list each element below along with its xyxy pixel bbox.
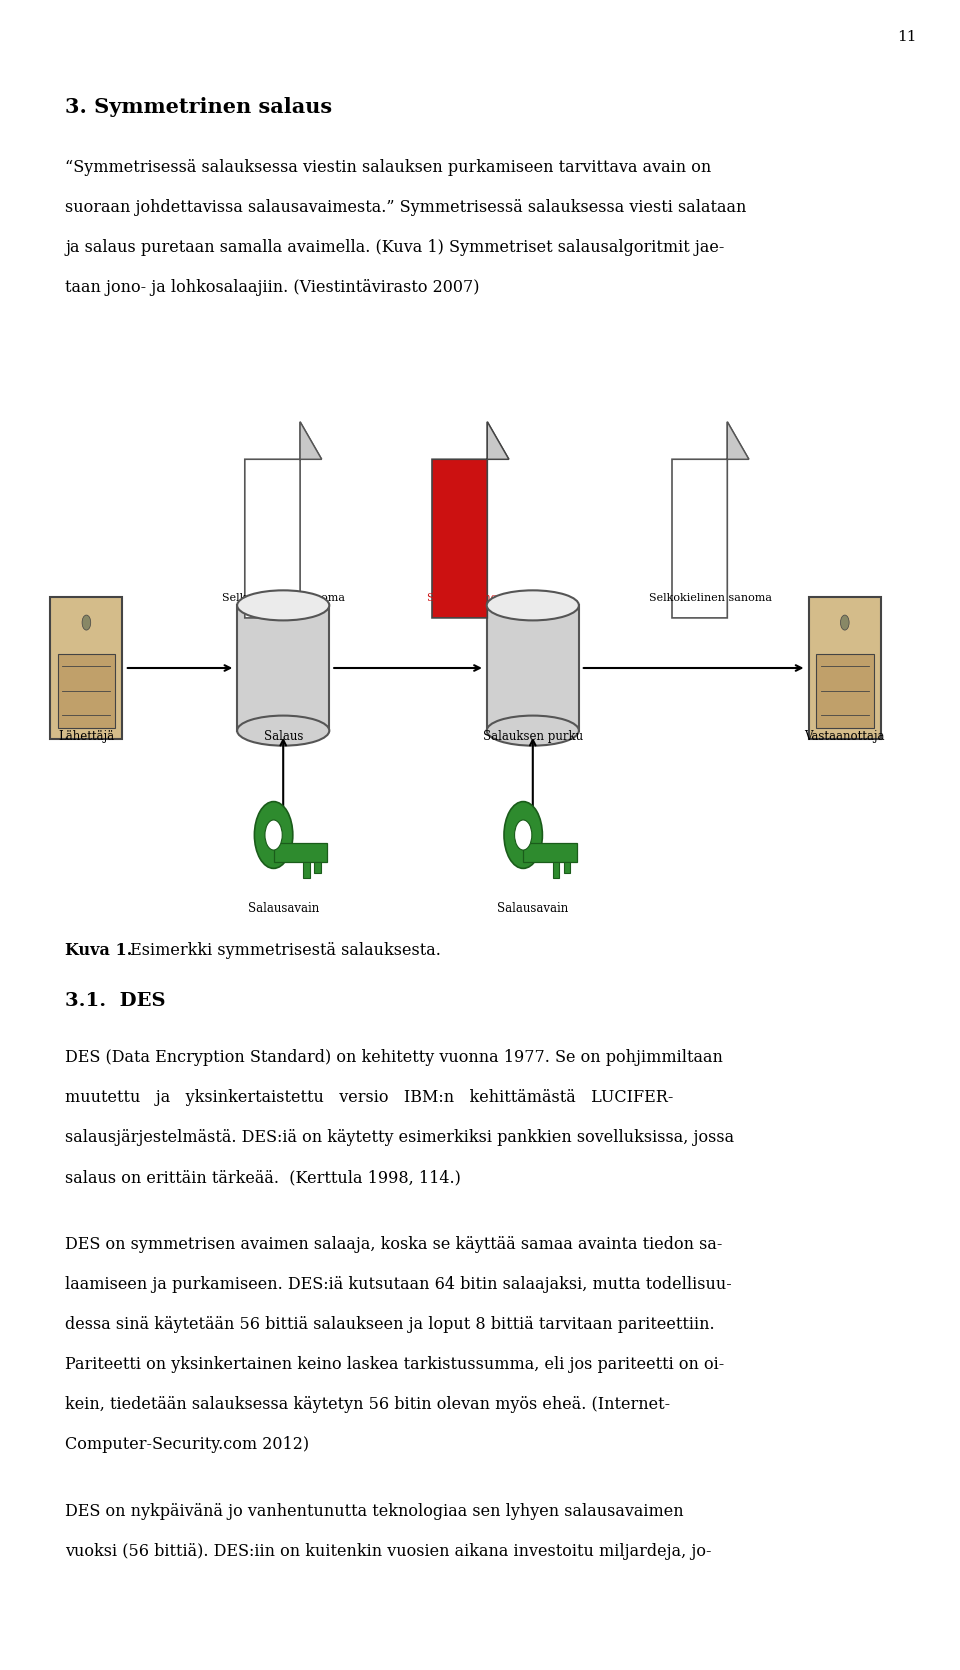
Text: Salauksen purku: Salauksen purku [483, 730, 583, 743]
Text: taan jono- ja lohkosalaajiin. (Viestintävirasto 2007): taan jono- ja lohkosalaajiin. (Viestintä… [65, 279, 480, 296]
Text: 3. Symmetrinen salaus: 3. Symmetrinen salaus [65, 97, 332, 117]
Text: dessa sinä käytetään 56 bittiä salaukseen ja loput 8 bittiä tarvitaan pariteetti: dessa sinä käytetään 56 bittiä salauksee… [65, 1316, 715, 1333]
FancyBboxPatch shape [564, 862, 570, 873]
Polygon shape [728, 423, 749, 459]
Circle shape [840, 615, 849, 630]
Text: “Symmetrisessä salauksessa viestin salauksen purkamiseen tarvittava avain on: “Symmetrisessä salauksessa viestin salau… [65, 159, 711, 175]
FancyBboxPatch shape [314, 862, 321, 873]
Text: Kuva 1.: Kuva 1. [65, 942, 132, 959]
Text: salaus on erittäin tärkeää.  (Kerttula 1998, 114.): salaus on erittäin tärkeää. (Kerttula 19… [65, 1169, 461, 1186]
Text: 11: 11 [898, 30, 917, 43]
Text: DES on nykpäivänä jo vanhentunutta teknologiaa sen lyhyen salausavaimen: DES on nykpäivänä jo vanhentunutta tekno… [65, 1503, 684, 1520]
Ellipse shape [487, 591, 579, 620]
Polygon shape [300, 423, 322, 459]
FancyBboxPatch shape [816, 653, 874, 728]
Circle shape [265, 820, 282, 850]
Text: Lähettäjä: Lähettäjä [59, 730, 114, 743]
Circle shape [504, 802, 542, 868]
Text: suoraan johdettavissa salausavaimesta.” Symmetrisessä salauksessa viesti salataa: suoraan johdettavissa salausavaimesta.” … [65, 199, 747, 215]
FancyBboxPatch shape [553, 862, 560, 878]
Text: Selkokielinen sanoma: Selkokielinen sanoma [222, 593, 345, 603]
Ellipse shape [237, 715, 329, 745]
FancyBboxPatch shape [274, 843, 327, 862]
Text: Salausavain: Salausavain [497, 902, 568, 915]
Text: Salausavain: Salausavain [248, 902, 319, 915]
Polygon shape [488, 423, 509, 459]
Text: ja salaus puretaan samalla avaimella. (Kuva 1) Symmetriset salausalgoritmit jae-: ja salaus puretaan samalla avaimella. (K… [65, 239, 725, 256]
Text: DES (Data Encryption Standard) on kehitetty vuonna 1977. Se on pohjimmiltaan: DES (Data Encryption Standard) on kehite… [65, 1049, 723, 1065]
Polygon shape [432, 423, 509, 618]
FancyBboxPatch shape [523, 843, 577, 862]
Text: kein, tiedetään salauksessa käytetyn 56 bitin olevan myös eheä. (Internet-: kein, tiedetään salauksessa käytetyn 56 … [65, 1396, 670, 1413]
Text: salausjärjestelmästä. DES:iä on käytetty esimerkiksi pankkien sovelluksissa, jos: salausjärjestelmästä. DES:iä on käytetty… [65, 1129, 734, 1146]
FancyBboxPatch shape [808, 598, 881, 738]
Ellipse shape [237, 591, 329, 620]
Text: Salattu sanoma: Salattu sanoma [426, 593, 515, 603]
Text: laamiseen ja purkamiseen. DES:iä kutsutaan 64 bitin salaajaksi, mutta todellisuu: laamiseen ja purkamiseen. DES:iä kutsuta… [65, 1276, 732, 1293]
Text: DES on symmetrisen avaimen salaaja, koska se käyttää samaa avainta tiedon sa-: DES on symmetrisen avaimen salaaja, kosk… [65, 1236, 723, 1252]
Text: Vastaanottaja: Vastaanottaja [804, 730, 885, 743]
Text: Selkokielinen sanoma: Selkokielinen sanoma [649, 593, 772, 603]
Text: Salaus: Salaus [263, 730, 303, 743]
Ellipse shape [487, 715, 579, 745]
Polygon shape [672, 423, 749, 618]
Circle shape [82, 615, 90, 630]
Text: Computer-Security.com 2012): Computer-Security.com 2012) [65, 1436, 309, 1453]
FancyBboxPatch shape [237, 606, 329, 731]
Text: muutettu   ja   yksinkertaistettu   versio   IBM:n   kehittämästä   LUCIFER-: muutettu ja yksinkertaistettu versio IBM… [65, 1089, 674, 1106]
FancyBboxPatch shape [58, 653, 115, 728]
Text: Esimerkki symmetrisestä salauksesta.: Esimerkki symmetrisestä salauksesta. [125, 942, 441, 959]
Circle shape [254, 802, 293, 868]
Circle shape [515, 820, 532, 850]
Text: Pariteetti on yksinkertainen keino laskea tarkistussumma, eli jos pariteetti on : Pariteetti on yksinkertainen keino laske… [65, 1356, 725, 1373]
Polygon shape [245, 423, 322, 618]
FancyBboxPatch shape [303, 862, 310, 878]
Text: vuoksi (56 bittiä). DES:iin on kuitenkin vuosien aikana investoitu miljardeja, j: vuoksi (56 bittiä). DES:iin on kuitenkin… [65, 1543, 711, 1560]
FancyBboxPatch shape [50, 598, 123, 738]
FancyBboxPatch shape [487, 606, 579, 731]
Text: 3.1.  DES: 3.1. DES [65, 992, 166, 1010]
